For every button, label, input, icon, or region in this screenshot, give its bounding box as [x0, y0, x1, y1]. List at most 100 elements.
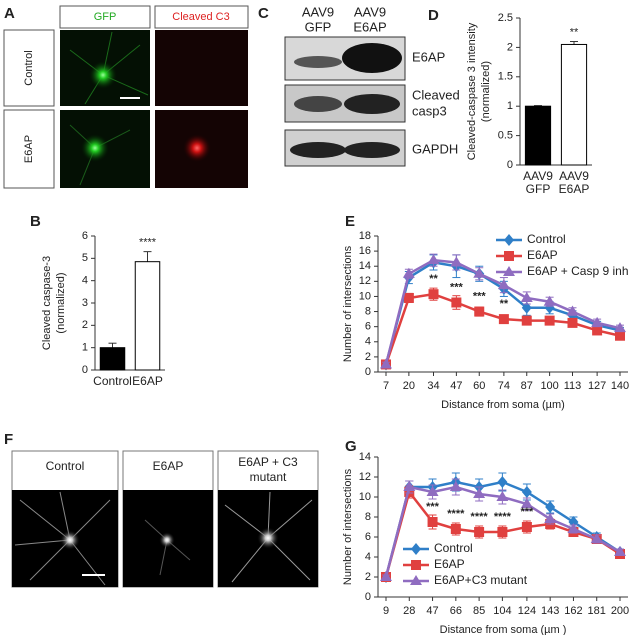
soma: [257, 527, 279, 549]
x-tick-label: 34: [427, 380, 439, 392]
y-tick-label: 3: [82, 297, 88, 309]
marker: [474, 306, 485, 317]
legend-label: E6AP: [527, 248, 558, 262]
marker: [567, 317, 578, 328]
marker: [543, 295, 556, 306]
x-tick-label: 181: [588, 605, 606, 617]
micrograph: [155, 30, 248, 106]
y-tick-label: 8: [365, 511, 371, 523]
marker: [380, 571, 392, 581]
x-tick-label: 74: [498, 380, 510, 392]
y-tick-label: 1: [507, 100, 513, 112]
y-tick-label: 6: [365, 321, 371, 333]
bar: [524, 105, 552, 166]
x-tick-label: 140: [611, 380, 629, 392]
x-tick-label: 87: [521, 380, 533, 392]
y-tick-label: 0: [365, 591, 371, 603]
x-tick-label: 124: [518, 605, 536, 617]
bar: [99, 347, 126, 371]
marker: [403, 292, 414, 303]
x-tick-label: 20: [403, 380, 415, 392]
soma: [60, 530, 80, 550]
significance: ***: [520, 506, 534, 518]
y-tick-label: 16: [359, 245, 371, 257]
marker: [473, 488, 486, 498]
bar: [134, 261, 161, 371]
x-tick-label: 85: [473, 605, 485, 617]
x-tick-label: GFP: [526, 182, 551, 196]
x-tick-label: 162: [564, 605, 582, 617]
panel-letter: G: [345, 438, 357, 455]
band-label: E6AP: [412, 49, 445, 64]
marker: [427, 517, 438, 527]
marker: [521, 315, 532, 326]
band: [344, 142, 400, 158]
marker: [521, 522, 532, 532]
legend-marker: [410, 575, 422, 585]
x-tick-label: 66: [450, 605, 462, 617]
band: [344, 94, 400, 114]
lane-label: E6AP: [353, 19, 386, 34]
y-tick-label: 2: [82, 319, 88, 331]
significance: **: [500, 298, 509, 310]
marker: [427, 254, 440, 265]
marker: [498, 314, 509, 325]
y-tick-label: 10: [359, 290, 371, 302]
band-label: GAPDH: [412, 141, 458, 156]
band-label: casp3: [412, 103, 447, 118]
row-box: [3, 29, 55, 107]
marker: [402, 267, 415, 278]
panel-letter: F: [4, 431, 13, 448]
y-tick-label: 4: [365, 336, 371, 348]
marker: [497, 476, 508, 488]
column-label: GFP: [94, 11, 117, 23]
x-tick-label: 9: [383, 605, 389, 617]
significance: ****: [494, 511, 512, 523]
y-tick-label: 4: [365, 551, 371, 563]
legend-marker: [411, 560, 421, 570]
y-tick-label: 2.5: [498, 12, 513, 24]
panel-letter: A: [4, 5, 15, 22]
x-tick-label: AAV9: [559, 169, 589, 183]
marker: [496, 491, 509, 501]
y-axis-label: (normalized): [55, 272, 67, 333]
y-tick-label: 1: [82, 342, 88, 354]
y-tick-label: 8: [365, 305, 371, 317]
x-tick-label: E6AP: [132, 374, 163, 388]
panel-letter: E: [345, 213, 355, 230]
x-tick-label: E6AP: [559, 182, 590, 196]
column-label: Cleaved C3: [172, 11, 229, 23]
marker: [497, 527, 508, 537]
column-label: mutant: [250, 470, 287, 484]
marker: [544, 315, 555, 326]
legend-label: Control: [434, 541, 473, 555]
header-box: [154, 5, 249, 29]
marker: [545, 501, 556, 513]
y-tick-label: 14: [359, 451, 371, 463]
band: [342, 43, 402, 73]
y-axis-label: Cleaved caspase-3: [41, 256, 53, 350]
y-tick-label: 6: [82, 230, 88, 242]
marker: [591, 316, 604, 327]
y-tick-label: 14: [359, 260, 371, 272]
marker: [567, 523, 580, 533]
y-tick-label: 12: [359, 471, 371, 483]
x-tick-label: 113: [564, 380, 582, 392]
x-tick-label: 127: [588, 380, 606, 392]
soma: [159, 532, 175, 548]
x-tick-label: 104: [493, 605, 511, 617]
significance: ***: [450, 281, 464, 293]
marker: [521, 301, 532, 314]
soma: [81, 134, 109, 162]
row-label: E6AP: [23, 135, 35, 163]
marker: [450, 524, 461, 534]
column-label: E6AP: [153, 459, 184, 473]
legend-label: Control: [527, 232, 566, 246]
x-tick-label: 47: [450, 380, 462, 392]
x-tick-label: 28: [403, 605, 415, 617]
marker: [426, 486, 439, 496]
x-tick-label: 60: [473, 380, 485, 392]
legend-label: E6AP: [434, 557, 465, 571]
marker: [615, 330, 625, 341]
